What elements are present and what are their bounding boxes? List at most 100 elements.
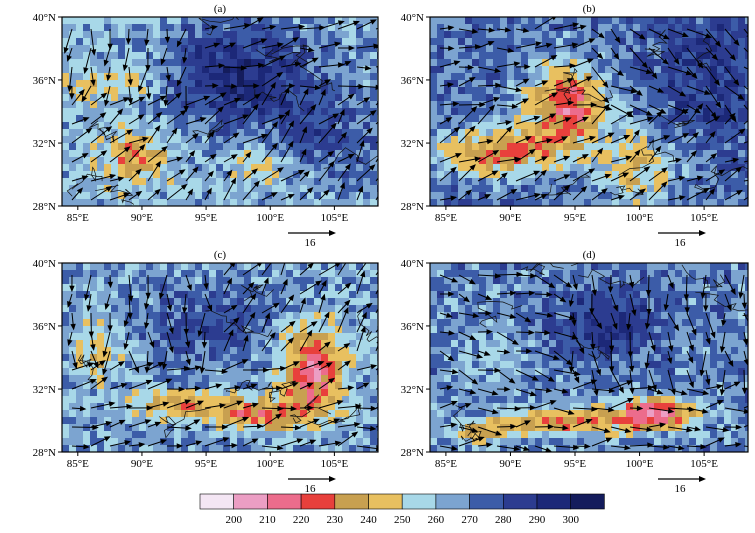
y-tick-label: 28°N — [401, 447, 424, 459]
wind-vector-head — [749, 90, 754, 94]
shaded-field — [62, 263, 385, 453]
x-tick-label: 105°E — [321, 458, 349, 470]
wind-vector-head — [381, 146, 385, 151]
wind-vector-head — [378, 281, 382, 286]
colorbar-swatch — [335, 494, 369, 509]
wind-vector-head — [284, 255, 288, 260]
wind-vector-head — [384, 24, 389, 28]
reference-vector-label: 16 — [305, 237, 317, 249]
colorbar-label: 220 — [293, 514, 310, 526]
panel-label: (d) — [583, 249, 596, 261]
colorbar-label: 280 — [495, 514, 512, 526]
x-tick-label: 95°E — [195, 458, 217, 470]
colorbar-label: 250 — [394, 514, 411, 526]
reference-vector-head — [329, 230, 336, 236]
x-tick-label: 105°E — [690, 458, 718, 470]
x-tick-label: 105°E — [321, 212, 349, 224]
colorbar-label: 270 — [461, 514, 478, 526]
x-tick-label: 90°E — [499, 212, 521, 224]
wind-vector-head — [386, 161, 390, 166]
reference-vector-head — [329, 476, 336, 482]
y-tick-label: 32°N — [33, 384, 56, 396]
reference-vector-label: 16 — [675, 483, 687, 495]
y-tick-label: 32°N — [33, 138, 56, 150]
y-tick-label: 32°N — [401, 138, 424, 150]
y-tick-label: 28°N — [33, 201, 56, 213]
y-tick-label: 40°N — [401, 258, 424, 270]
y-tick-label: 36°N — [33, 75, 56, 87]
y-tick-label: 28°N — [401, 201, 424, 213]
x-tick-label: 95°E — [564, 212, 586, 224]
colorbar-swatch — [369, 494, 403, 509]
colorbar-swatch — [571, 494, 605, 509]
x-tick-label: 105°E — [690, 212, 718, 224]
x-tick-label: 100°E — [256, 458, 284, 470]
x-tick-label: 85°E — [435, 458, 457, 470]
wind-vector-head — [748, 325, 752, 330]
wind-vector-head — [385, 178, 389, 183]
colorbar-label: 300 — [562, 514, 579, 526]
y-tick-label: 36°N — [401, 75, 424, 87]
colorbar-label: 290 — [529, 514, 546, 526]
y-tick-label: 36°N — [401, 321, 424, 333]
panel-label: (b) — [583, 3, 596, 15]
x-tick-label: 95°E — [564, 458, 586, 470]
colorbar-swatch — [436, 494, 470, 509]
x-tick-label: 85°E — [435, 212, 457, 224]
y-tick-label: 28°N — [33, 447, 56, 459]
colorbar: 200 210 220 230 240 250 260 270 280 290 300 — [200, 494, 604, 526]
wind-vector-head — [365, 258, 369, 263]
wind-vector-head — [388, 87, 393, 92]
reference-vector-label: 16 — [305, 483, 317, 495]
y-tick-label: 32°N — [401, 384, 424, 396]
panel-c: (c) 28°N 32°N 36°N 40°N 85°E 90°E 95°E 100°E 105°… — [33, 249, 397, 495]
wind-vector-head — [749, 54, 754, 59]
wind-vector-shaft — [376, 131, 394, 143]
panel-label: (c) — [214, 249, 227, 261]
wind-vector-head — [346, 256, 350, 261]
reference-vector-head — [699, 476, 706, 482]
reference-vector-head — [699, 230, 706, 236]
x-tick-label: 85°E — [67, 458, 89, 470]
x-tick-label: 85°E — [67, 212, 89, 224]
wind-vector-head — [382, 114, 387, 119]
wind-vector-head — [384, 404, 389, 408]
x-tick-label: 100°E — [626, 212, 654, 224]
wind-vector-head — [389, 441, 394, 445]
x-tick-label: 90°E — [499, 458, 521, 470]
colorbar-swatch — [267, 494, 301, 509]
wind-vector-head — [391, 385, 396, 389]
wind-vector-head — [750, 69, 755, 73]
wind-vector-head — [384, 317, 388, 322]
wind-vector-head — [387, 358, 392, 362]
colorbar-label: 210 — [259, 514, 276, 526]
y-tick-label: 36°N — [33, 321, 56, 333]
wind-vector-head — [376, 447, 381, 451]
colorbar-label: 200 — [225, 514, 242, 526]
colorbar-label: 260 — [428, 514, 445, 526]
colorbar-label: 240 — [360, 514, 377, 526]
x-tick-label: 90°E — [131, 212, 153, 224]
x-tick-label: 90°E — [131, 458, 153, 470]
colorbar-swatch — [234, 494, 268, 509]
colorbar-swatch — [402, 494, 436, 509]
wind-vector-shaft — [376, 442, 394, 446]
colorbar-swatch — [470, 494, 504, 509]
colorbar-swatch — [301, 494, 335, 509]
wind-vector-head — [382, 293, 386, 298]
wind-vector-head — [385, 43, 390, 47]
x-tick-label: 100°E — [256, 212, 284, 224]
wind-vector-head — [271, 257, 275, 262]
x-tick-label: 95°E — [195, 212, 217, 224]
wind-vector-head — [385, 255, 389, 260]
y-tick-label: 40°N — [33, 258, 56, 270]
y-tick-label: 40°N — [33, 12, 56, 24]
colorbar-label: 230 — [327, 514, 344, 526]
wind-vector-shaft — [376, 387, 396, 389]
wind-vector-head — [386, 423, 391, 427]
